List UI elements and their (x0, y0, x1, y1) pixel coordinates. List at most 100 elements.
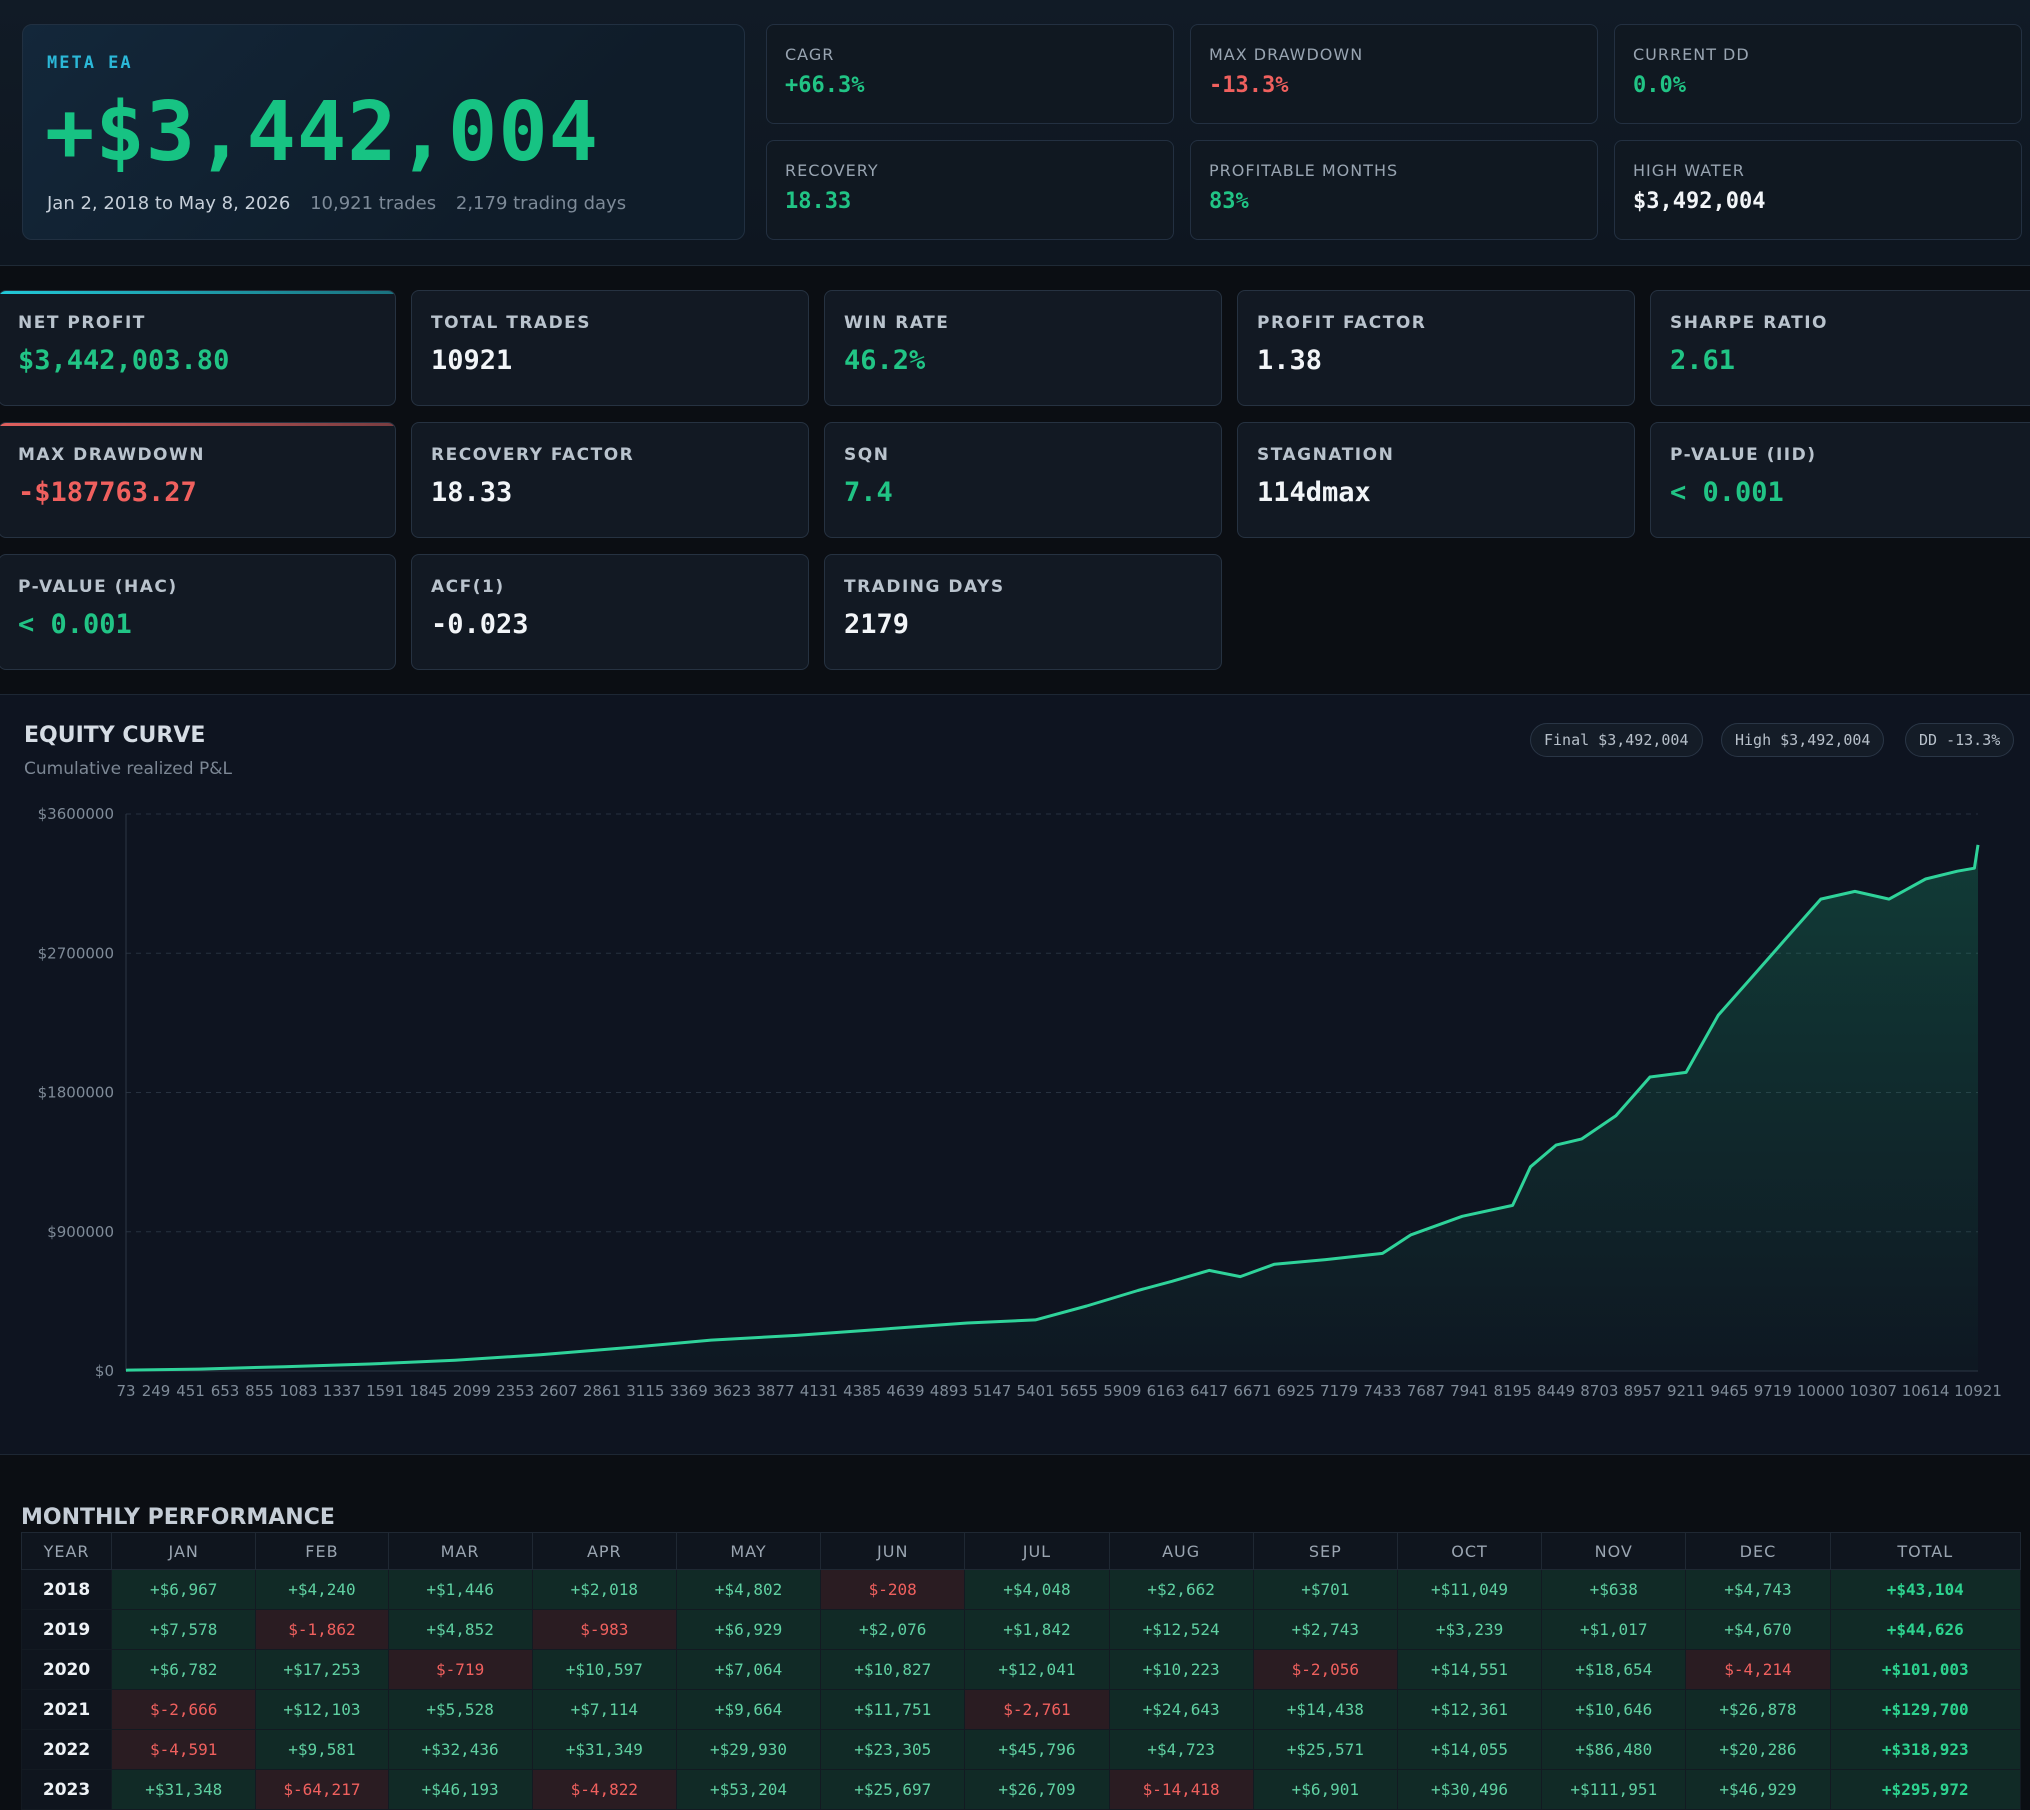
month-cell: +$111,951 (1541, 1769, 1687, 1810)
table-row: 2021 $-2,666 +$12,103 +$5,528 +$7,114 +$9,664… (20, 1689, 2022, 1730)
month-cell: +$4,048 (964, 1569, 1110, 1610)
y-tick-label: $3600000 (38, 805, 114, 823)
net-profit-hero-card: META EA +$3,442,004 Jan 2, 2018 to May 8… (22, 24, 745, 240)
month-cell: +$6,967 (111, 1569, 257, 1610)
metric-card: P-VALUE (HAC) < 0.001 (0, 554, 396, 670)
hero-stat-value: +66.3% (785, 73, 865, 98)
month-cell: +$45,796 (964, 1729, 1110, 1770)
metric-card: SHARPE RATIO 2.61 (1650, 290, 2030, 406)
metric-label: WIN RATE (844, 313, 950, 333)
metric-label: SHARPE RATIO (1670, 313, 1829, 333)
month-cell: +$17,253 (255, 1649, 389, 1690)
x-tick-label: 6417 (1190, 1382, 1228, 1400)
x-tick-label: 8195 (1494, 1382, 1532, 1400)
y-tick-label: $1800000 (38, 1084, 114, 1102)
x-tick-label: 4131 (800, 1382, 838, 1400)
month-cell: +$2,662 (1108, 1569, 1254, 1610)
month-cell: +$4,802 (675, 1569, 822, 1610)
equity-line (125, 844, 1980, 1372)
column-header: DEC (1685, 1532, 1831, 1570)
year-total-cell: +$318,923 (1829, 1729, 2022, 1770)
month-cell: +$11,751 (820, 1689, 966, 1730)
month-cell: +$7,578 (111, 1609, 257, 1650)
month-cell: $-2,056 (1252, 1649, 1398, 1690)
metric-card: TOTAL TRADES 10921 (411, 290, 809, 406)
x-tick-label: 451 (176, 1382, 205, 1400)
month-cell: +$53,204 (675, 1769, 822, 1810)
month-cell: +$4,852 (387, 1609, 533, 1650)
x-tick-label: 10307 (1849, 1382, 1897, 1400)
metric-card: MAX DRAWDOWN -$187763.27 (0, 422, 396, 538)
month-cell: +$10,827 (820, 1649, 966, 1690)
metric-value: $3,442,003.80 (18, 345, 230, 376)
metric-label: STAGNATION (1257, 445, 1395, 465)
month-cell: +$1,842 (964, 1609, 1110, 1650)
x-tick-label: 6925 (1277, 1382, 1315, 1400)
x-tick-label: 9211 (1667, 1382, 1705, 1400)
column-header: AUG (1108, 1532, 1254, 1570)
month-cell: +$26,709 (964, 1769, 1110, 1810)
hero-stat-label: MAX DRAWDOWN (1209, 45, 1364, 64)
x-tick-label: 8449 (1537, 1382, 1575, 1400)
month-cell: +$4,743 (1685, 1569, 1831, 1610)
hero-net-profit: +$3,442,004 (45, 85, 600, 180)
metric-card: WIN RATE 46.2% (824, 290, 1222, 406)
column-header: JAN (111, 1532, 257, 1570)
x-tick-label: 7941 (1450, 1382, 1488, 1400)
month-cell: $-14,418 (1108, 1769, 1254, 1810)
metric-value: 10921 (431, 345, 513, 376)
month-cell: +$6,929 (675, 1609, 822, 1650)
month-cell: $-4,214 (1685, 1649, 1831, 1690)
x-tick-label: 1083 (279, 1382, 317, 1400)
equity-title: EQUITY CURVE (24, 723, 206, 748)
month-cell: +$638 (1541, 1569, 1687, 1610)
month-cell: +$2,743 (1252, 1609, 1398, 1650)
metric-label: NET PROFIT (18, 313, 146, 333)
trading-days: 2,179 trading days (455, 193, 627, 214)
table-row: 2018 +$6,967 +$4,240 +$1,446 +$2,018 +$4,802 $… (20, 1569, 2022, 1610)
column-header: APR (531, 1532, 677, 1570)
month-cell: +$4,723 (1108, 1729, 1254, 1770)
x-tick-label: 5147 (973, 1382, 1011, 1400)
metric-card: TRADING DAYS 2179 (824, 554, 1222, 670)
hero-stat-value: 83% (1209, 189, 1249, 214)
metric-value: 18.33 (431, 477, 513, 508)
equity-chart: $3600000 $2700000 $1800000 $900000 $073 249 45… (38, 805, 2002, 1400)
x-tick-label: 3623 (713, 1382, 751, 1400)
month-cell: +$5,528 (387, 1689, 533, 1730)
monthly-title: MONTHLY PERFORMANCE (21, 1505, 335, 1530)
x-tick-label: 10921 (1954, 1382, 2002, 1400)
month-cell: +$14,438 (1252, 1689, 1398, 1730)
metric-value: -$187763.27 (18, 477, 197, 508)
month-cell: +$701 (1252, 1569, 1398, 1610)
trade-count: 10,921 trades (310, 193, 437, 214)
month-cell: +$14,551 (1396, 1649, 1543, 1690)
x-tick-label: 4893 (930, 1382, 968, 1400)
hero-stat-card: RECOVERY 18.33 (766, 140, 1174, 240)
month-cell: +$31,348 (111, 1769, 257, 1810)
x-tick-label: 6163 (1147, 1382, 1185, 1400)
column-header: FEB (255, 1532, 389, 1570)
hero-stat-value: 18.33 (785, 189, 852, 214)
x-tick-label: 5655 (1060, 1382, 1098, 1400)
x-tick-label: 7433 (1363, 1382, 1401, 1400)
x-tick-label: 1337 (323, 1382, 361, 1400)
month-cell: +$32,436 (387, 1729, 533, 1770)
x-tick-label: 1591 (366, 1382, 404, 1400)
year-total-cell: +$44,626 (1829, 1609, 2022, 1650)
month-cell: +$10,223 (1108, 1649, 1254, 1690)
x-tick-label: 4639 (886, 1382, 924, 1400)
metric-card: SQN 7.4 (824, 422, 1222, 538)
x-tick-label: 2099 (453, 1382, 491, 1400)
x-tick-label: 855 (245, 1382, 274, 1400)
year-cell: 2022 (20, 1729, 113, 1770)
equity-subtitle: Cumulative realized P&L (24, 759, 232, 779)
x-tick-label: 8957 (1624, 1382, 1662, 1400)
monthly-performance-table: YEAR JAN FEB MAR APR MAY JUN JUL AUG SEP OCT NOV DEC… (20, 1532, 2022, 1810)
x-tick-label: 3877 (756, 1382, 794, 1400)
month-cell: $-2,761 (964, 1689, 1110, 1730)
column-header: YEAR (20, 1532, 113, 1570)
x-tick-label: 9719 (1754, 1382, 1792, 1400)
month-cell: +$12,103 (255, 1689, 389, 1730)
month-cell: +$9,581 (255, 1729, 389, 1770)
